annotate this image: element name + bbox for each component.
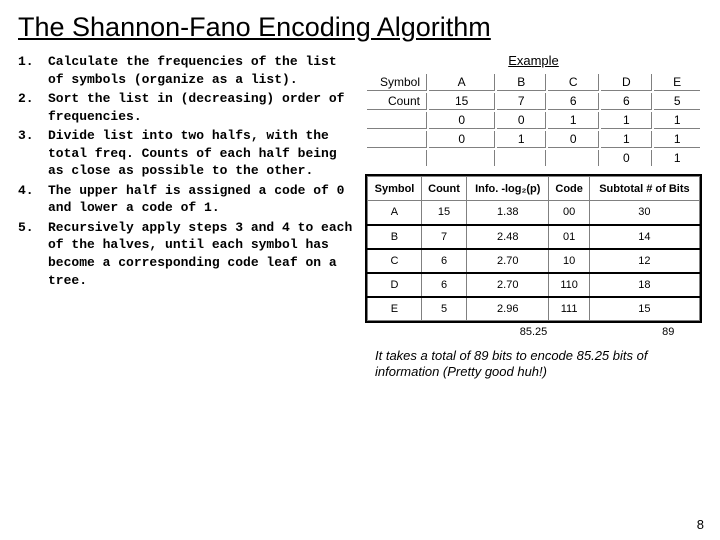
cell: [429, 150, 495, 166]
cell: 7: [497, 93, 546, 110]
step-num: 5.: [18, 219, 48, 289]
cell: 6: [421, 249, 466, 273]
cell: B: [368, 225, 422, 249]
example-panel: Example Symbol A B C D E Count 15 7 6 6 …: [365, 53, 702, 381]
step-num: 4.: [18, 182, 48, 217]
page-number: 8: [697, 517, 704, 532]
cell: 1.38: [467, 201, 549, 225]
cell: 2.96: [467, 297, 549, 321]
step-4: 4. The upper half is assigned a code of …: [18, 182, 353, 217]
step-text: Recursively apply steps 3 and 4 to each …: [48, 219, 353, 289]
cell: 7: [421, 225, 466, 249]
cell: 1: [601, 112, 652, 129]
step-5: 5. Recursively apply steps 3 and 4 to ea…: [18, 219, 353, 289]
cell: 6: [601, 93, 652, 110]
step-1: 1. Calculate the frequencies of the list…: [18, 53, 353, 88]
code-table: Symbol Count Info. -log₂(p) Code Subtota…: [367, 176, 700, 321]
example-heading: Example: [365, 53, 702, 68]
cell: 1: [601, 131, 652, 148]
cell: 12: [589, 249, 699, 273]
cell: 2.70: [467, 249, 549, 273]
step-3: 3. Divide list into two halfs, with the …: [18, 127, 353, 180]
col-header: Subtotal # of Bits: [589, 177, 699, 201]
col-header: Symbol: [368, 177, 422, 201]
cell: 0: [601, 150, 652, 166]
cell: 2.48: [467, 225, 549, 249]
bits-total: 89: [635, 326, 702, 338]
cell: 1: [497, 131, 546, 148]
frequency-table: Symbol A B C D E Count 15 7 6 6 5 0 0 1 …: [365, 72, 702, 168]
table-row: E 5 2.96 111 15: [368, 297, 700, 321]
step-text: The upper half is assigned a code of 0 a…: [48, 182, 353, 217]
cell: 18: [589, 273, 699, 297]
info-total: 85.25: [500, 326, 567, 338]
row-label: [367, 131, 427, 148]
table-row: Symbol A B C D E: [367, 74, 700, 91]
step-text: Calculate the frequencies of the list of…: [48, 53, 353, 88]
cell: [548, 150, 599, 166]
cell: 15: [429, 93, 495, 110]
code-table-wrap: Symbol Count Info. -log₂(p) Code Subtota…: [365, 174, 702, 323]
cell: 5: [654, 93, 700, 110]
cell: 6: [421, 273, 466, 297]
content-area: 1. Calculate the frequencies of the list…: [18, 53, 702, 381]
cell: 110: [549, 273, 589, 297]
row-label: Symbol: [367, 74, 427, 91]
cell: 111: [549, 297, 589, 321]
cell: 1: [654, 112, 700, 129]
cell: C: [368, 249, 422, 273]
col-header: Code: [549, 177, 589, 201]
cell: 30: [589, 201, 699, 225]
step-text: Sort the list in (decreasing) order of f…: [48, 90, 353, 125]
cell: 0: [429, 131, 495, 148]
table-header: Symbol Count Info. -log₂(p) Code Subtota…: [368, 177, 700, 201]
step-num: 1.: [18, 53, 48, 88]
col-header: Info. -log₂(p): [467, 177, 549, 201]
summary-text: It takes a total of 89 bits to encode 85…: [365, 348, 702, 381]
cell: 15: [421, 201, 466, 225]
cell: D: [368, 273, 422, 297]
cell: 6: [548, 93, 599, 110]
cell: B: [497, 74, 546, 91]
table-row: B 7 2.48 01 14: [368, 225, 700, 249]
cell: 1: [654, 150, 700, 166]
col-header: Count: [421, 177, 466, 201]
cell: C: [548, 74, 599, 91]
cell: E: [368, 297, 422, 321]
cell: 10: [549, 249, 589, 273]
totals-row: 85.25 89: [365, 326, 702, 338]
row-label: [367, 112, 427, 129]
cell: 0: [548, 131, 599, 148]
cell: 00: [549, 201, 589, 225]
cell: 1: [548, 112, 599, 129]
cell: A: [368, 201, 422, 225]
cell: 1: [654, 131, 700, 148]
table-row: D 6 2.70 110 18: [368, 273, 700, 297]
cell: A: [429, 74, 495, 91]
row-label: [367, 150, 427, 166]
table-row: C 6 2.70 10 12: [368, 249, 700, 273]
step-num: 2.: [18, 90, 48, 125]
table-row: 0 0 1 1 1: [367, 112, 700, 129]
cell: 14: [589, 225, 699, 249]
table-row: Count 15 7 6 6 5: [367, 93, 700, 110]
cell: 0: [429, 112, 495, 129]
cell: E: [654, 74, 700, 91]
table-row: 0 1 0 1 1: [367, 131, 700, 148]
page-title: The Shannon-Fano Encoding Algorithm: [18, 12, 702, 43]
cell: 01: [549, 225, 589, 249]
table-row: 0 1: [367, 150, 700, 166]
cell: 0: [497, 112, 546, 129]
cell: 15: [589, 297, 699, 321]
step-num: 3.: [18, 127, 48, 180]
step-2: 2. Sort the list in (decreasing) order o…: [18, 90, 353, 125]
cell: 2.70: [467, 273, 549, 297]
cell: 5: [421, 297, 466, 321]
cell: D: [601, 74, 652, 91]
cell: [497, 150, 546, 166]
steps-list: 1. Calculate the frequencies of the list…: [18, 53, 353, 381]
table-row: A 15 1.38 00 30: [368, 201, 700, 225]
step-text: Divide list into two halfs, with the tot…: [48, 127, 353, 180]
row-label: Count: [367, 93, 427, 110]
